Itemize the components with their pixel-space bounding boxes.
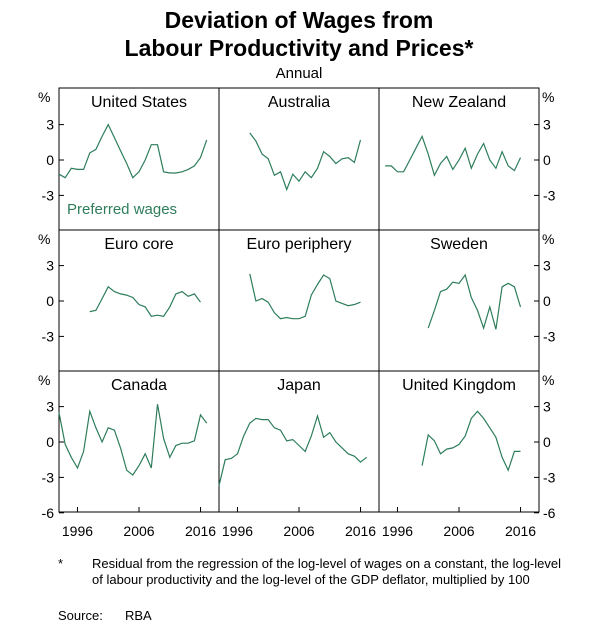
wage-deviation-line	[89, 285, 201, 317]
wage-deviation-line	[249, 273, 361, 320]
footnote-marker: *	[58, 556, 64, 571]
panel-title: United Kingdom	[402, 377, 516, 394]
source-label: Source:	[58, 608, 103, 623]
x-tick-label: 2006	[443, 523, 474, 539]
chart-title-line1: Deviation of Wages from	[164, 7, 434, 33]
y-tick-label-left: 0	[46, 152, 54, 168]
y-tick-label-left: -6	[42, 505, 55, 521]
source-value: RBA	[125, 608, 152, 623]
x-tick-label: 2016	[345, 523, 376, 539]
x-tick-label: 2016	[505, 523, 536, 539]
wage-deviation-line	[249, 132, 362, 192]
panel-title: United States	[91, 94, 187, 111]
y-tick-label-right: 0	[543, 293, 551, 309]
wage-deviation-line	[427, 273, 522, 331]
y-tick-label-left: -3	[42, 328, 55, 344]
x-tick-label: 2016	[185, 523, 216, 539]
legend-label: Preferred wages	[67, 201, 177, 218]
x-tick-label: 1996	[222, 523, 253, 539]
y-tick-label-left: -3	[42, 187, 55, 203]
wage-deviation-line	[58, 404, 208, 476]
panel-title: Japan	[277, 377, 321, 394]
chart-title-line2: Labour Productivity and Prices*	[124, 35, 474, 61]
wage-deviation-line	[58, 123, 208, 179]
footnote-text: Residual from the regression of the log-…	[92, 556, 561, 587]
y-tick-label-left: 0	[46, 434, 54, 450]
y-tick-label-left: 3	[46, 117, 54, 133]
y-tick-label-left: 3	[46, 258, 54, 274]
panel-title: Euro core	[104, 236, 173, 253]
y-axis-unit-right: %	[542, 372, 554, 388]
y-tick-label-right: 3	[543, 399, 551, 415]
wage-deviation-line	[421, 410, 521, 472]
y-tick-label-right: -3	[543, 328, 556, 344]
y-axis-unit-left: %	[38, 89, 50, 105]
panel-title: Sweden	[430, 236, 488, 253]
panel-title: New Zealand	[412, 94, 506, 111]
y-tick-label-right: -6	[543, 505, 556, 521]
x-tick-label: 2006	[283, 523, 314, 539]
y-tick-label-left: -3	[42, 469, 55, 485]
wage-deviation-line	[385, 134, 522, 177]
y-axis-unit-right: %	[542, 89, 554, 105]
y-tick-label-right: 3	[543, 258, 551, 274]
chart-subtitle: Annual	[275, 65, 323, 82]
x-tick-label: 1996	[62, 523, 93, 539]
wage-deviation-line	[218, 413, 368, 486]
y-axis-unit-left: %	[38, 231, 50, 247]
y-tick-label-left: 0	[46, 293, 54, 309]
y-tick-label-right: 0	[543, 152, 551, 168]
y-axis-unit-left: %	[38, 372, 50, 388]
y-axis-unit-right: %	[542, 231, 554, 247]
panel-title: Euro periphery	[247, 236, 352, 253]
panel-title: Australia	[268, 94, 330, 111]
y-tick-label-right: 0	[543, 434, 551, 450]
plot-frame	[58, 87, 540, 513]
y-tick-label-left: 3	[46, 399, 54, 415]
y-tick-label-right: -3	[543, 187, 556, 203]
y-tick-label-right: 3	[543, 117, 551, 133]
y-tick-label-right: -3	[543, 469, 556, 485]
x-tick-label: 2006	[123, 523, 154, 539]
x-tick-label: 1996	[382, 523, 413, 539]
panel-title: Canada	[111, 377, 167, 394]
